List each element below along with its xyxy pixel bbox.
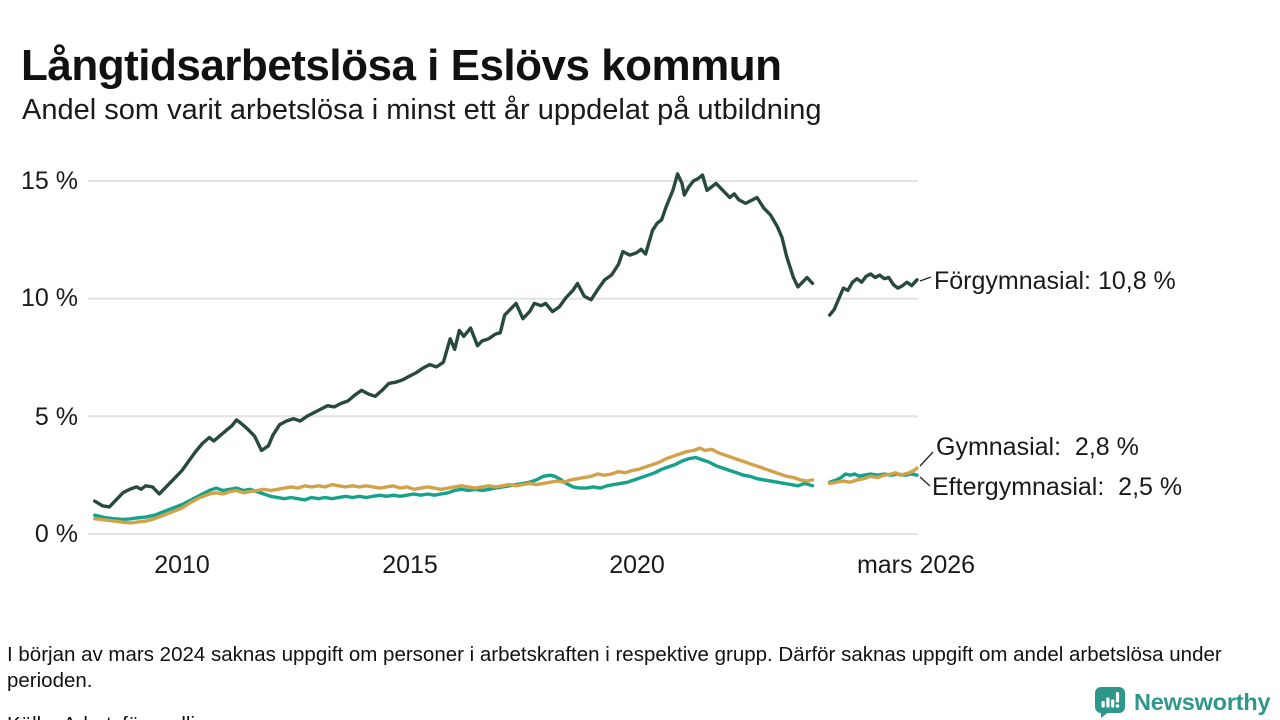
y-axis-tick-0: 0 % — [34, 520, 78, 548]
source-credit: Källa: Arbetsförmedlingen — [7, 713, 241, 720]
x-axis-tick-2015: 2015 — [382, 551, 438, 579]
y-axis-tick-10: 10 % — [21, 284, 78, 312]
newsworthy-icon — [1095, 687, 1125, 718]
x-axis-tick-2010: 2010 — [154, 551, 210, 579]
x-axis-tick-2020: 2020 — [609, 551, 665, 579]
series-label-eftergymnasial: Eftergymnasial: 2,5 % — [932, 473, 1183, 501]
series-label-gymnasial: Gymnasial: 2,8 % — [936, 433, 1139, 461]
y-axis-tick-15: 15 % — [21, 167, 78, 195]
x-axis-tick-mars-2026: mars 2026 — [856, 551, 976, 579]
page-subtitle: Andel som varit arbetslösa i minst ett å… — [22, 94, 822, 126]
series-label-forgymnasial: Förgymnasial: 10,8 % — [934, 267, 1176, 295]
line-chart — [88, 172, 934, 535]
newsworthy-logo[interactable]: Newsworthy — [1093, 686, 1271, 719]
footnote: I början av mars 2024 saknas uppgift om … — [7, 642, 1222, 693]
y-axis-tick-5: 5 % — [34, 403, 78, 431]
page-title: Långtidsarbetslösa i Eslövs kommun — [21, 41, 782, 91]
newsworthy-wordmark: Newsworthy — [1134, 689, 1271, 715]
